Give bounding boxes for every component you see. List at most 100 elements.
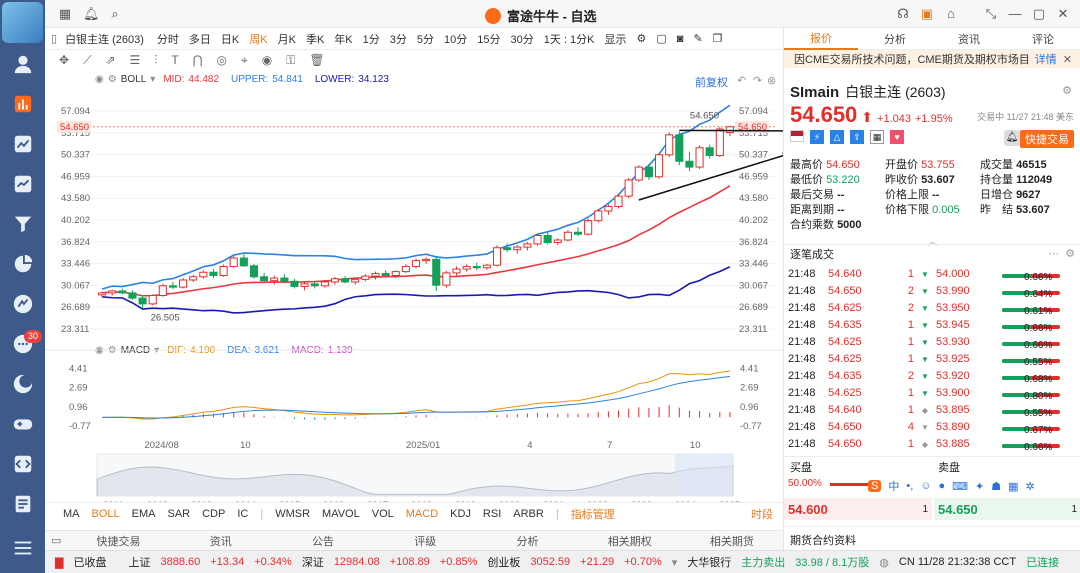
close-icon[interactable]: ✕ — [1057, 6, 1069, 21]
ask-row[interactable]: 54.650 1 — [934, 498, 1080, 520]
market-chart-icon[interactable] — [0, 88, 45, 120]
indicator-wmsr[interactable]: WMSR — [275, 507, 311, 520]
tab-news[interactable]: 资讯 — [209, 535, 232, 548]
alert-icon[interactable]: △ — [830, 130, 844, 144]
indicator-ic[interactable]: IC — [237, 507, 249, 520]
indicator-ma[interactable]: MA — [63, 507, 80, 520]
trend-icon[interactable] — [0, 128, 45, 160]
tab-announcements[interactable]: 公告 — [311, 535, 334, 548]
period-custom[interactable]: 1天 : 1分K — [543, 33, 595, 46]
layout-icon[interactable]: ▦ — [58, 6, 72, 21]
trades-list[interactable]: 21:48 54.640 1 ▼ 54.000 0.66% 21:48 54.6… — [788, 266, 1078, 453]
period-day-k[interactable]: 日K — [220, 33, 240, 46]
sz-index[interactable]: 12984.08 — [333, 556, 380, 568]
indicator-rsi[interactable]: RSI — [482, 507, 502, 520]
collapse-icon[interactable]: ⤡ — [985, 6, 997, 21]
bell-icon[interactable]: 🔔︎ — [83, 6, 100, 21]
ticker-bank[interactable]: 大华银行 — [687, 557, 732, 569]
period-week-k[interactable]: 周K — [249, 33, 268, 46]
eye-icon[interactable]: ◉ — [95, 74, 104, 85]
settings-icon[interactable]: ⚙ — [1062, 85, 1072, 97]
session-menu[interactable]: 时段 — [751, 508, 773, 521]
camera-icon[interactable]: ◙ — [676, 32, 684, 45]
filter-icon[interactable] — [0, 208, 45, 240]
display-menu[interactable]: 显示 — [604, 33, 627, 46]
gamepad-icon[interactable] — [0, 408, 45, 440]
fib-tool-icon[interactable]: ⫶ — [154, 52, 158, 67]
portfolio-icon[interactable] — [0, 168, 45, 200]
sidebar-toggle-icon[interactable]: ▯ — [51, 33, 58, 45]
contract-info[interactable]: 期货合约资料 — [784, 526, 1080, 550]
tab-quick-trade[interactable]: 快捷交易 — [96, 535, 141, 548]
pin-icon[interactable]: ⌖ — [240, 52, 248, 67]
ime-keyboard-icon[interactable]: ⌨ — [952, 480, 969, 493]
globe-icon[interactable]: ◍ — [879, 556, 889, 569]
period-quarter-k[interactable]: 季K — [305, 33, 325, 46]
headset-icon[interactable]: ☊ — [897, 6, 909, 21]
share-icon[interactable]: ⇪ — [850, 130, 864, 144]
indicator-arbr[interactable]: ARBR — [513, 507, 544, 520]
notice-detail-link[interactable]: 详情 — [1034, 54, 1057, 66]
bid-row[interactable]: 54.600 1 — [784, 498, 932, 520]
tab-related-options[interactable]: 相关期权 — [607, 535, 652, 548]
indicator-cdp[interactable]: CDP — [202, 507, 226, 520]
user-icon[interactable] — [0, 48, 45, 80]
period-30m[interactable]: 30分 — [510, 33, 534, 46]
document-icon[interactable] — [0, 488, 45, 520]
indicator-kdj[interactable]: KDJ — [450, 507, 471, 520]
settings-icon[interactable]: ⚙ — [107, 74, 117, 85]
moon-icon[interactable] — [0, 368, 45, 400]
indicator-vol[interactable]: VOL — [371, 507, 394, 520]
chevron-down-icon[interactable]: ▾ — [671, 556, 678, 569]
ime-settings-icon[interactable]: ✲ — [1025, 480, 1035, 493]
ime-mic-icon[interactable]: ● — [938, 480, 946, 492]
period-year-k[interactable]: 年K — [334, 33, 353, 46]
bag-icon[interactable]: ▣ — [920, 6, 934, 21]
tab-related-futures[interactable]: 相关期货 — [709, 535, 754, 548]
period-multiday[interactable]: 多日 — [188, 33, 211, 46]
pen-icon[interactable]: ✎ — [693, 33, 703, 45]
text-tool-icon[interactable]: T — [171, 53, 179, 67]
indicator-manage[interactable]: 指标管理 — [570, 508, 615, 521]
menu-icon[interactable] — [0, 532, 45, 564]
ruler-icon[interactable]: ◎ — [216, 53, 227, 67]
magnet-icon[interactable]: ⋂ — [192, 53, 203, 67]
chevron-up-icon[interactable]: ︿ — [927, 237, 938, 248]
more-icon[interactable]: ⋯ — [1048, 248, 1060, 260]
maximize-icon[interactable]: ▢ — [1032, 6, 1046, 21]
shirt-icon[interactable]: ⌂ — [947, 6, 955, 21]
search-icon[interactable]: ⌕ — [111, 6, 119, 21]
period-intraday[interactable]: 分时 — [156, 33, 179, 46]
tab-news[interactable]: 资讯 — [958, 33, 980, 46]
tab-rating[interactable]: 评级 — [414, 535, 437, 548]
ray-tool-icon[interactable]: ⇗ — [105, 53, 116, 67]
chart-svg[interactable]: 57.094 57.094 53.715 53.715 50.337 50.337 46.9… — [45, 70, 783, 502]
tab-analysis[interactable]: 分析 — [884, 33, 906, 46]
ime-skin-icon[interactable]: ✦ — [975, 480, 985, 493]
period-3m[interactable]: 3分 — [389, 33, 407, 46]
adjust-mode[interactable]: 前复权 — [695, 77, 728, 89]
compare-icon[interactable]: ▦ — [870, 130, 884, 144]
close-pane-icon[interactable]: ⊗ — [767, 75, 777, 87]
discover-icon[interactable] — [0, 288, 45, 320]
tab-comments[interactable]: 评论 — [1032, 33, 1054, 46]
ime-logo-icon[interactable]: S — [868, 480, 882, 492]
eye-icon[interactable]: ◉ — [261, 53, 273, 67]
chevron-down-icon[interactable]: ▾ — [150, 74, 156, 85]
indicator-boll[interactable]: BOLL — [91, 507, 120, 520]
ime-user-icon[interactable]: ☗ — [991, 480, 1002, 493]
tab-analysis[interactable]: 分析 — [516, 535, 539, 548]
period-5m[interactable]: 5分 — [416, 33, 435, 46]
ime-tools-icon[interactable]: ▦ — [1008, 480, 1019, 493]
symbol-label[interactable]: 白银主连 (2603) — [65, 33, 144, 46]
sh-index[interactable]: 3888.60 — [160, 556, 201, 568]
period-1m[interactable]: 1分 — [362, 33, 380, 46]
channel-tool-icon[interactable]: ☰ — [129, 53, 141, 67]
cy-index[interactable]: 3052.59 — [530, 556, 571, 568]
heart-icon[interactable]: ♥ — [890, 130, 904, 144]
chart-area[interactable]: ◉ ⚙ BOLL ▾ MID: 44.482 UPPER: 54.841 LOW… — [45, 70, 783, 502]
box-icon[interactable]: ▢ — [656, 33, 667, 45]
window-icon[interactable]: ❐ — [712, 33, 723, 45]
period-15m[interactable]: 15分 — [477, 33, 501, 46]
panel-toggle-icon[interactable]: ▭ — [51, 535, 62, 547]
